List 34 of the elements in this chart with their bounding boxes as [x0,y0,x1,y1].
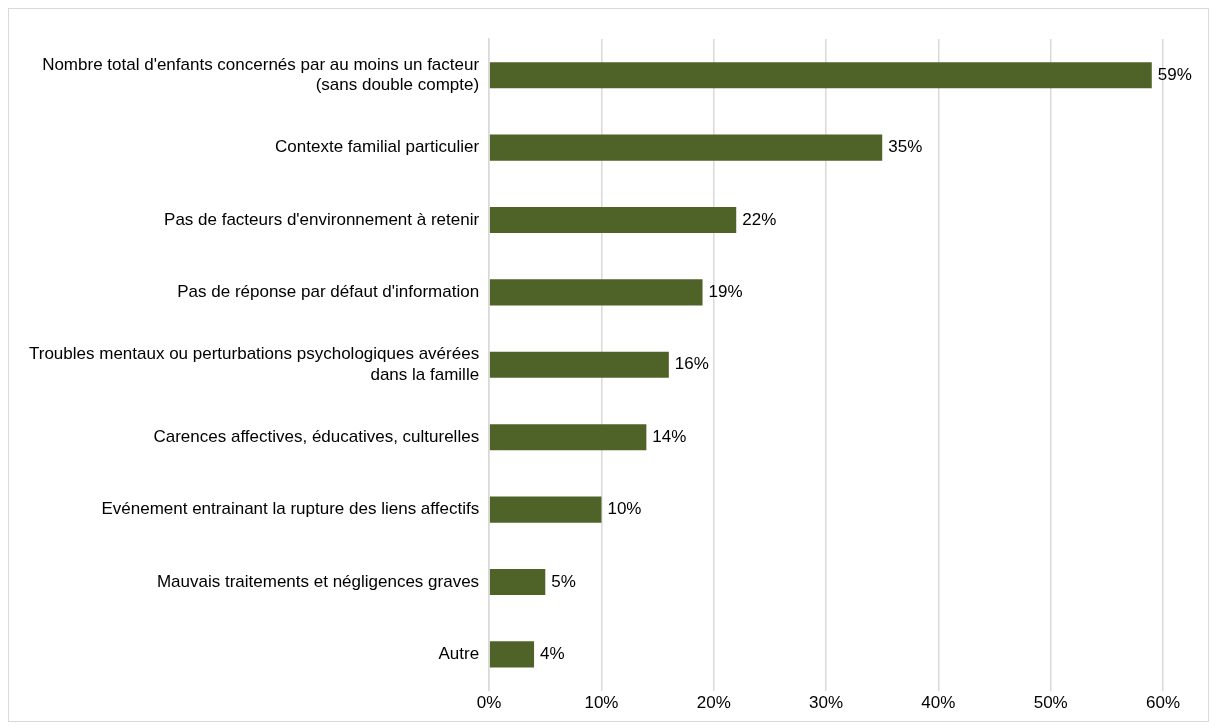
bar [489,279,703,306]
x-tick-label: 10% [584,693,619,713]
bar [489,134,883,161]
y-tick-label: Pas de réponse par défaut d'information [177,282,480,302]
data-label: 35% [888,137,923,157]
bar [489,206,737,234]
x-tick-label: 20% [696,693,731,713]
data-label: 10% [607,499,642,519]
data-label: 22% [742,209,777,229]
x-tick-label: 0% [476,693,502,713]
y-tick-label: Pas de facteurs d'environnement à retenir [164,209,480,229]
x-tick-label: 30% [809,693,844,713]
x-tick-label: 50% [1033,693,1068,713]
y-tick-label: Troubles mentaux ou perturbations psychologiques avérées dans la famille [28,344,480,384]
data-label: 14% [652,426,687,446]
bar [489,641,535,668]
y-tick-label: Mauvais traitements et négligences graves [156,571,480,591]
y-tick-label: Contexte familial particulier [275,137,480,157]
bar [489,424,647,451]
bar [489,496,602,523]
y-tick-label: Evénement entrainant la rupture des liens affectifs [101,499,480,519]
data-label: 19% [708,282,743,302]
y-tick-label: Nombre total d'enfants concernés par au moins un facteur (sans double compte) [42,54,480,95]
bar [489,568,546,596]
y-tick-label: Carences affectives, éducatives, culturelles [153,426,480,446]
data-label: 4% [540,644,565,664]
bar [489,351,669,378]
data-label: 59% [1157,64,1192,84]
bar [489,62,1152,89]
y-tick-label: Autre [438,644,480,664]
data-label: 16% [674,354,709,374]
data-label: 5% [551,571,576,591]
x-tick-label: 40% [921,693,956,713]
x-tick-label: 60% [1145,693,1181,713]
